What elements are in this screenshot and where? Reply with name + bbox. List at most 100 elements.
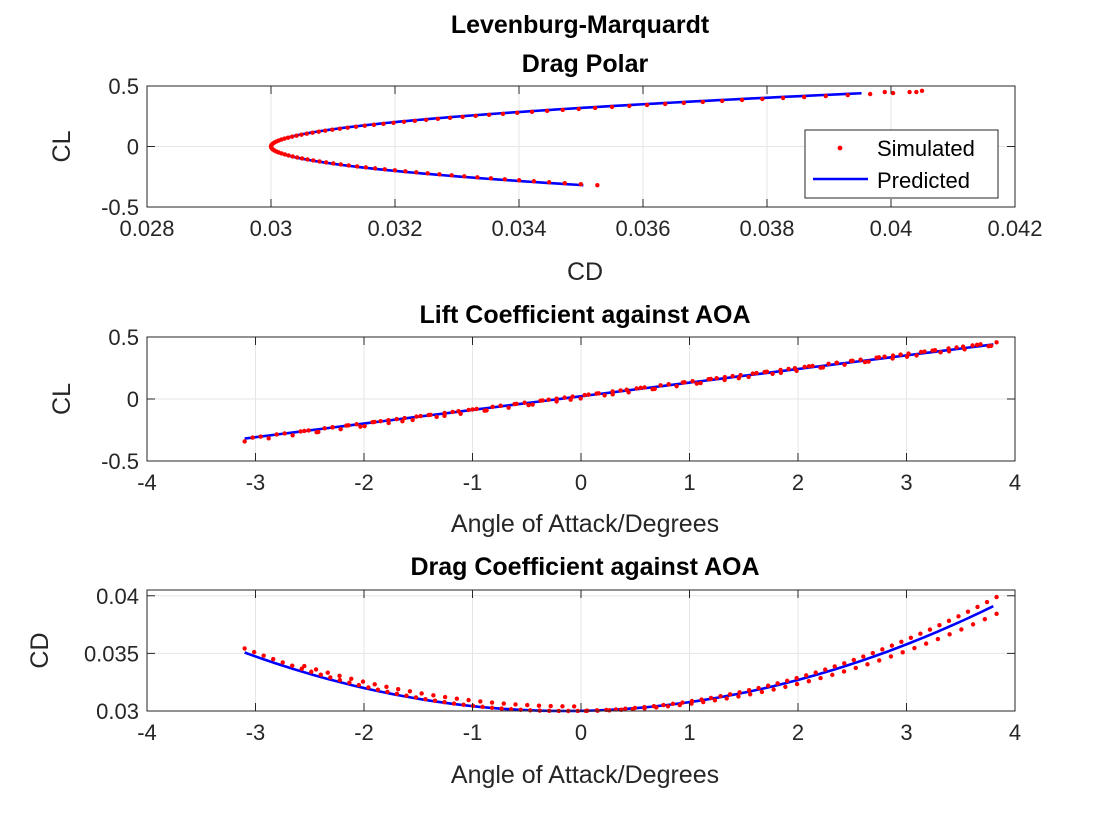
simulated-point [866, 359, 871, 364]
simulated-point [544, 108, 550, 114]
simulated-point [571, 704, 577, 709]
x-tick-label: 0.034 [491, 216, 546, 241]
simulated-point [282, 431, 287, 436]
simulated-point [956, 614, 961, 619]
simulated-point [718, 693, 723, 699]
simulated-point [780, 95, 786, 101]
simulated-point [289, 134, 295, 139]
simulated-point [344, 423, 349, 428]
simulated-point [644, 102, 650, 108]
legend-simulated-marker [837, 145, 843, 151]
simulated-point [466, 407, 471, 413]
simulated-point [346, 163, 351, 168]
x-tick-label: 2 [792, 720, 804, 745]
simulated-point [242, 646, 247, 651]
simulated-point [499, 706, 504, 711]
simulated-point [904, 354, 910, 359]
simulated-point [677, 702, 682, 708]
simulated-point [802, 94, 807, 100]
simulated-point [403, 169, 408, 174]
simulated-point [700, 99, 705, 105]
legend: Simulated Predicted [804, 129, 999, 199]
simulated-point [354, 422, 359, 427]
simulated-point [432, 698, 438, 703]
simulated-point [354, 164, 360, 169]
simulated-point [470, 407, 475, 412]
axes-title: Lift Coefficient against AOA [419, 301, 750, 329]
simulated-point [712, 698, 718, 703]
simulated-point [400, 419, 405, 424]
simulated-point [908, 635, 914, 640]
simulated-point [330, 425, 335, 430]
simulated-point [689, 701, 694, 706]
axes-title: Drag Coefficient against AOA [410, 553, 759, 581]
simulated-point [595, 183, 600, 188]
simulated-point [890, 90, 896, 96]
simulated-point [927, 627, 933, 632]
x-tick-label: -2 [354, 720, 374, 745]
simulated-point [853, 665, 858, 671]
simulated-point [634, 386, 639, 391]
simulated-point [527, 708, 533, 713]
simulated-point [783, 684, 788, 690]
simulated-point [513, 702, 518, 707]
x-tick-label: 0.036 [615, 216, 670, 241]
simulated-point [470, 703, 476, 709]
simulated-point [880, 647, 885, 652]
simulated-point [317, 159, 322, 164]
simulated-point [841, 669, 847, 674]
simulated-point [489, 700, 495, 705]
simulated-point [724, 696, 729, 701]
simulated-point [381, 121, 386, 126]
x-tick-label: 0.042 [987, 216, 1042, 241]
simulated-point [690, 379, 695, 384]
simulated-point [794, 675, 799, 681]
simulated-point [848, 358, 854, 364]
simulated-point [568, 397, 573, 402]
x-tick-label: 3 [900, 470, 912, 495]
simulated-point [484, 408, 489, 413]
simulated-point [806, 364, 812, 369]
simulated-point [347, 680, 352, 685]
x-tick-label: 2 [792, 470, 804, 495]
simulated-point [935, 636, 941, 642]
simulated-point [328, 675, 333, 680]
simulated-point [618, 388, 623, 393]
simulated-point [285, 135, 291, 140]
x-tick-label: -3 [246, 470, 266, 495]
simulated-point [974, 342, 980, 348]
simulated-point [414, 414, 419, 419]
simulated-point [918, 349, 924, 355]
simulated-point [666, 382, 671, 387]
simulated-point [419, 691, 424, 696]
x-tick-label: 1 [683, 470, 695, 495]
y-tick-label: 0.04 [96, 584, 139, 609]
x-tick-label: 0.03 [250, 216, 293, 241]
simulated-point [900, 650, 905, 655]
simulated-point [310, 130, 315, 135]
simulated-point [842, 362, 847, 367]
simulated-point [923, 641, 929, 646]
simulated-point [371, 122, 377, 127]
simulated-point [261, 653, 266, 658]
simulated-point [938, 350, 943, 355]
simulated-point [442, 413, 447, 419]
simulated-point [282, 136, 287, 141]
simulated-point [536, 703, 542, 708]
simulated-point [802, 364, 807, 370]
simulated-point [654, 705, 659, 710]
simulated-point [627, 103, 632, 109]
simulated-point [820, 365, 826, 370]
simulated-point [274, 432, 279, 437]
simulated-point [609, 104, 615, 110]
simulated-point [337, 126, 342, 131]
simulated-point [701, 699, 706, 705]
simulated-point [804, 673, 809, 678]
x-tick-label: -4 [137, 470, 157, 495]
simulated-point [562, 395, 567, 400]
simulated-point [770, 371, 775, 377]
simulated-point [960, 344, 966, 349]
simulated-point [778, 370, 784, 375]
simulated-point [337, 673, 342, 679]
simulated-point [736, 375, 742, 381]
